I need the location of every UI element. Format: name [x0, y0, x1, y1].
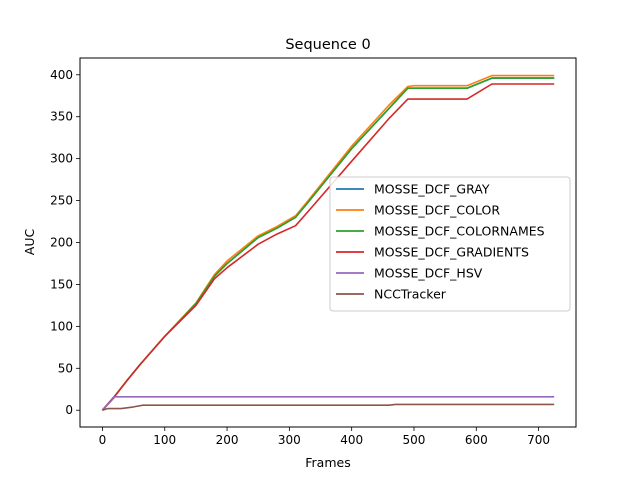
y-tick-label: 200 — [50, 236, 73, 250]
series-line-ncctracker — [102, 403, 555, 411]
y-tick-label: 100 — [50, 319, 73, 333]
y-tick-label: 50 — [58, 361, 73, 375]
legend-label: MOSSE_DCF_GRADIENTS — [374, 245, 529, 260]
x-tick-label: 700 — [527, 433, 550, 447]
axes-frame — [79, 57, 577, 428]
legend-label: MOSSE_DCF_COLOR — [374, 203, 500, 218]
y-tick-label: 350 — [50, 110, 73, 124]
x-tick-label: 100 — [153, 433, 176, 447]
legend-box — [329, 176, 571, 312]
legend-label: MOSSE_DCF_HSV — [374, 266, 483, 281]
x-tick-label: 0 — [99, 433, 107, 447]
y-tick-label: 250 — [50, 194, 73, 208]
y-tick-label: 400 — [50, 68, 73, 82]
x-axis-label: Frames — [305, 455, 350, 470]
y-tick-label: 0 — [65, 403, 73, 417]
x-tick-label: 600 — [465, 433, 488, 447]
y-axis-label: AUC — [22, 229, 37, 256]
legend-label: MOSSE_DCF_GRAY — [374, 182, 490, 197]
y-tick-label: 300 — [50, 152, 73, 166]
x-tick-label: 400 — [340, 433, 363, 447]
x-tick-label: 300 — [278, 433, 301, 447]
legend-label: MOSSE_DCF_COLORNAMES — [374, 224, 545, 239]
axis-ticks: 0 100 200 300 400 500 600 700 0 50 100 150 200 250 300… — [50, 68, 550, 447]
chart-title: Sequence 0 — [285, 37, 370, 53]
y-tick-label: 150 — [50, 277, 73, 291]
x-tick-label: 500 — [403, 433, 426, 447]
legend-label: NCCTracker — [374, 287, 447, 302]
series-line-mosse-dcf-gradients — [101, 83, 555, 411]
x-tick-label: 200 — [216, 433, 239, 447]
series-line-mosse-dcf-hsv — [101, 396, 555, 411]
plot-area — [101, 74, 555, 411]
legend: MOSSE_DCF_GRAY MOSSE_DCF_COLOR MOSSE_DCF_C… — [329, 176, 571, 312]
